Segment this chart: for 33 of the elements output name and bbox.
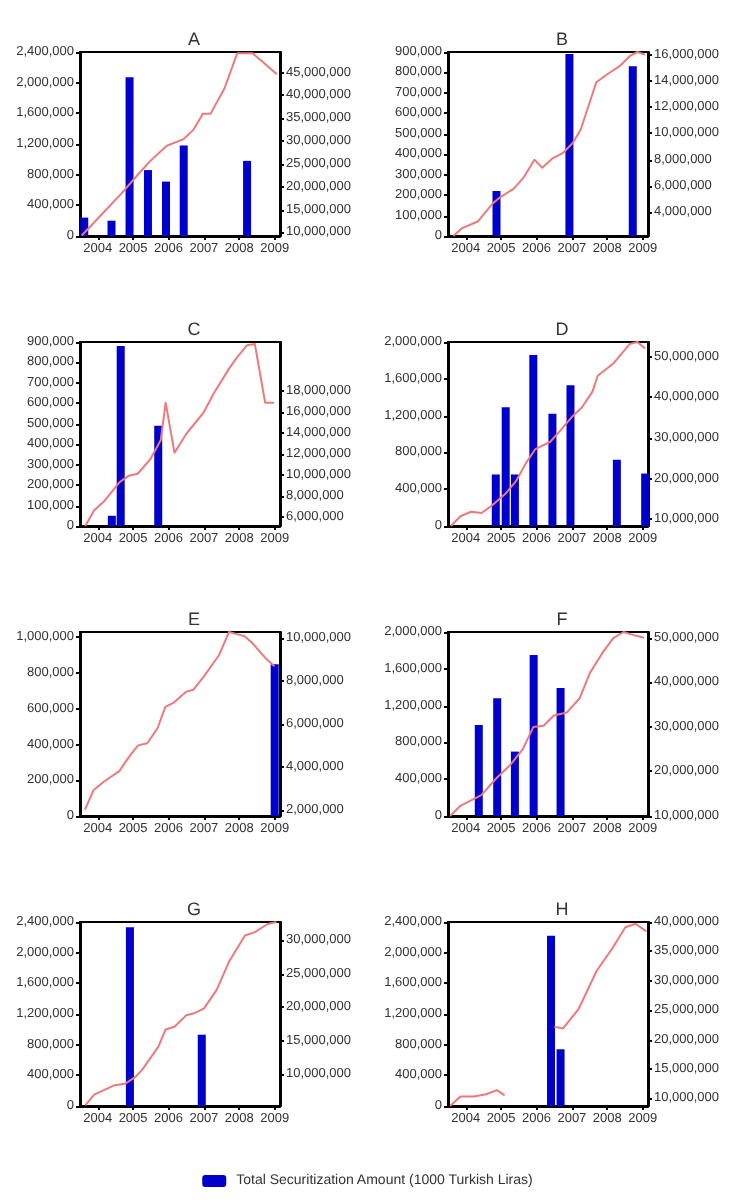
- bar: [492, 191, 501, 236]
- chart-title: G: [186, 899, 202, 919]
- bar: [529, 354, 538, 526]
- bar: [556, 688, 565, 816]
- line-series: [83, 631, 276, 811]
- bar: [243, 160, 252, 236]
- chart-title: E: [187, 609, 201, 629]
- chart-title: H: [555, 899, 569, 919]
- bar: [493, 698, 502, 816]
- bar: [143, 170, 152, 236]
- line-series: [80, 52, 278, 237]
- bar: [641, 473, 650, 526]
- bar: [529, 655, 538, 816]
- line-series: [449, 631, 646, 817]
- bar: [566, 385, 575, 526]
- line-series: [449, 341, 647, 527]
- chart-title: D: [555, 319, 570, 339]
- bar: [162, 181, 171, 236]
- bar: [116, 346, 125, 526]
- bar: [125, 77, 134, 236]
- bar: [107, 220, 116, 236]
- bar: [565, 54, 574, 236]
- chart-title: A: [187, 29, 201, 49]
- bar: [510, 751, 519, 816]
- bar: [628, 66, 637, 236]
- bar: [474, 724, 483, 816]
- bar: [612, 459, 621, 526]
- bar: [154, 425, 163, 526]
- chart-title: C: [187, 319, 202, 339]
- chart-title: F: [556, 609, 569, 629]
- chart-title: B: [555, 29, 569, 49]
- bar: [548, 413, 557, 526]
- bar: [179, 145, 188, 236]
